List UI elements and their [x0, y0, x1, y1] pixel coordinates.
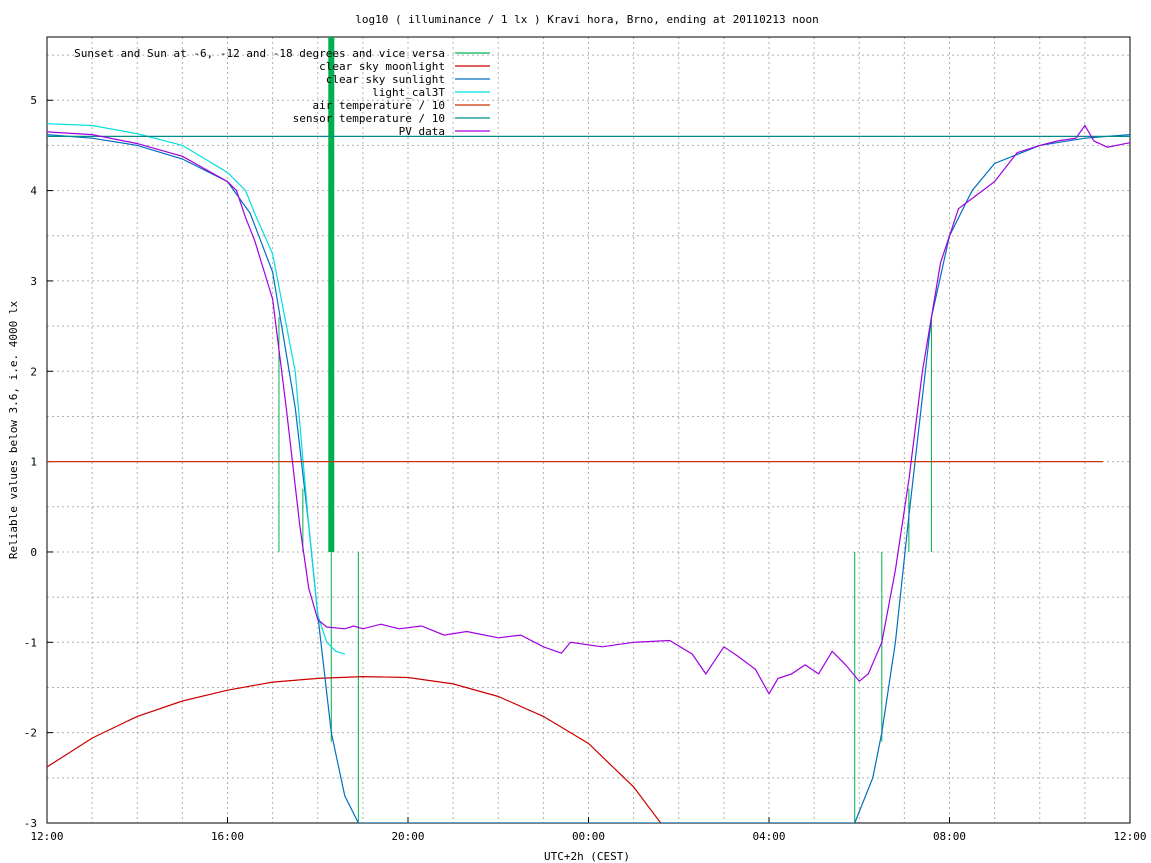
- legend: Sunset and Sun at -6, -12 and -18 degree…: [74, 47, 490, 138]
- plot-frame: [46, 36, 1131, 824]
- x-tick-label: 12:00: [1113, 830, 1146, 843]
- y-tick-label: -1: [24, 636, 37, 649]
- x-tick-label: 16:00: [211, 830, 244, 843]
- y-tick-label: 4: [30, 185, 37, 198]
- series-line: [47, 675, 662, 823]
- y-axis-ticks: 5 4 3 2 1 0 -1 -2 -3: [24, 94, 53, 830]
- legend-label: air temperature / 10: [313, 99, 445, 112]
- grid: [47, 37, 1130, 823]
- y-axis-label: Reliable values below 3.6, i.e. 4000 lx: [7, 300, 20, 559]
- x-tick-label: 12:00: [30, 830, 63, 843]
- chart-title: log10 ( illuminance / 1 lx ) Kravi hora,…: [355, 13, 819, 26]
- series-0: [278, 37, 932, 823]
- x-axis-label: UTC+2h (CEST): [544, 850, 630, 863]
- x-tick-label: 08:00: [933, 830, 966, 843]
- y-tick-label: 0: [30, 546, 37, 559]
- legend-label: PV data: [399, 125, 445, 138]
- x-tick-label: 20:00: [391, 830, 424, 843]
- legend-label: clear sky sunlight: [326, 73, 445, 86]
- legend-label: light_cal3T: [372, 86, 445, 99]
- series-line: [47, 124, 1130, 696]
- series-3: [47, 123, 345, 655]
- y-tick-label: 3: [30, 275, 37, 288]
- legend-label: sensor temperature / 10: [293, 112, 445, 125]
- y-tick-label: 1: [30, 456, 37, 469]
- y-tick-label: 5: [30, 94, 37, 107]
- legend-label: Sunset and Sun at -6, -12 and -18 degree…: [74, 47, 445, 60]
- series-line: [47, 123, 345, 655]
- y-tick-label: -3: [24, 817, 37, 830]
- y-tick-label: 2: [30, 365, 37, 378]
- y-tick-label: -2: [24, 727, 37, 740]
- x-tick-label: 04:00: [752, 830, 785, 843]
- series-layer: [47, 37, 1130, 823]
- legend-label: clear sky moonlight: [319, 60, 445, 73]
- series-1: [47, 675, 662, 823]
- x-tick-label: 00:00: [572, 830, 605, 843]
- x-axis-ticks: 12:00 16:00 20:00 00:00 04:00 08:00 12:00: [30, 817, 1147, 843]
- series-6: [47, 124, 1130, 696]
